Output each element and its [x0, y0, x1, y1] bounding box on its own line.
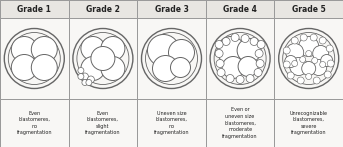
- Circle shape: [210, 29, 270, 88]
- Circle shape: [11, 55, 37, 81]
- Circle shape: [241, 35, 249, 42]
- Circle shape: [81, 36, 105, 61]
- Bar: [274, 0, 343, 18]
- Circle shape: [31, 55, 57, 81]
- Circle shape: [78, 67, 84, 74]
- Text: Unrecognizable
blastomeres,
severe
fragmentation: Unrecognizable blastomeres, severe fragm…: [290, 111, 328, 135]
- Circle shape: [292, 61, 298, 66]
- Bar: [137, 0, 206, 18]
- Bar: [206, 99, 274, 147]
- Circle shape: [312, 57, 318, 64]
- Circle shape: [231, 34, 239, 41]
- Circle shape: [222, 37, 230, 46]
- Circle shape: [320, 61, 326, 67]
- Circle shape: [82, 80, 88, 86]
- Bar: [206, 18, 274, 99]
- Circle shape: [216, 60, 224, 67]
- Circle shape: [255, 50, 263, 57]
- Circle shape: [226, 75, 234, 82]
- Text: Grade 4: Grade 4: [223, 5, 257, 14]
- Bar: [0, 0, 69, 18]
- Text: Even or
uneven size
blastomeres,
moderate
fragmentation: Even or uneven size blastomeres, moderat…: [222, 107, 258, 139]
- Circle shape: [257, 41, 265, 49]
- Bar: [0, 18, 69, 99]
- Circle shape: [256, 60, 264, 67]
- Circle shape: [153, 56, 178, 81]
- Circle shape: [313, 77, 320, 84]
- Circle shape: [291, 37, 298, 44]
- Circle shape: [321, 55, 333, 66]
- Circle shape: [311, 60, 327, 76]
- Bar: [206, 0, 274, 18]
- Text: Even
blastomeres,
slight
fragmentation: Even blastomeres, slight fragmentation: [85, 111, 121, 135]
- Circle shape: [300, 56, 306, 62]
- Circle shape: [217, 36, 245, 65]
- Circle shape: [147, 35, 179, 66]
- Circle shape: [238, 56, 258, 76]
- Circle shape: [324, 71, 331, 78]
- Circle shape: [246, 75, 254, 82]
- Circle shape: [283, 47, 290, 54]
- Circle shape: [145, 32, 198, 85]
- Circle shape: [319, 37, 326, 44]
- Text: Uneven size
blastomeres,
no
fragmentation: Uneven size blastomeres, no fragmentatio…: [154, 111, 189, 135]
- Text: Grade 1: Grade 1: [17, 5, 51, 14]
- Circle shape: [78, 74, 84, 80]
- Text: Even
blastomeres,
no
fragmentation: Even blastomeres, no fragmentation: [16, 111, 52, 135]
- Circle shape: [31, 36, 57, 62]
- Bar: [69, 0, 137, 18]
- Circle shape: [91, 46, 115, 71]
- Circle shape: [286, 44, 304, 61]
- Bar: [69, 99, 137, 147]
- Circle shape: [297, 77, 304, 84]
- Circle shape: [101, 56, 125, 81]
- Circle shape: [142, 29, 201, 88]
- Circle shape: [87, 76, 94, 83]
- Circle shape: [279, 29, 339, 88]
- Bar: [274, 99, 343, 147]
- Circle shape: [310, 34, 317, 41]
- Circle shape: [11, 36, 37, 62]
- Text: Grade 3: Grade 3: [155, 5, 188, 14]
- Bar: [0, 99, 69, 147]
- Circle shape: [285, 56, 297, 67]
- Circle shape: [237, 39, 261, 62]
- Bar: [137, 18, 206, 99]
- Circle shape: [327, 60, 334, 67]
- Circle shape: [81, 56, 105, 81]
- Circle shape: [215, 50, 223, 57]
- Circle shape: [217, 69, 225, 76]
- Circle shape: [236, 76, 244, 83]
- Circle shape: [254, 69, 262, 76]
- Bar: [274, 18, 343, 99]
- Circle shape: [250, 37, 258, 46]
- Circle shape: [300, 34, 307, 41]
- Circle shape: [306, 51, 312, 56]
- Text: Grade 2: Grade 2: [86, 5, 120, 14]
- Circle shape: [168, 40, 194, 66]
- Circle shape: [77, 32, 129, 85]
- Circle shape: [8, 32, 60, 85]
- Circle shape: [299, 36, 319, 56]
- Circle shape: [81, 73, 88, 80]
- Circle shape: [215, 41, 223, 49]
- Circle shape: [283, 32, 335, 85]
- Circle shape: [73, 29, 133, 88]
- Circle shape: [287, 72, 294, 79]
- Circle shape: [313, 46, 329, 61]
- Circle shape: [4, 29, 64, 88]
- Circle shape: [170, 57, 190, 77]
- Bar: [69, 18, 137, 99]
- Circle shape: [283, 61, 290, 68]
- Circle shape: [214, 32, 266, 85]
- Circle shape: [101, 36, 125, 61]
- Circle shape: [326, 45, 333, 52]
- Circle shape: [302, 61, 316, 76]
- Circle shape: [86, 80, 92, 86]
- Circle shape: [290, 57, 308, 76]
- Circle shape: [222, 56, 244, 78]
- Bar: [137, 99, 206, 147]
- Circle shape: [306, 74, 312, 80]
- Text: Grade 5: Grade 5: [292, 5, 326, 14]
